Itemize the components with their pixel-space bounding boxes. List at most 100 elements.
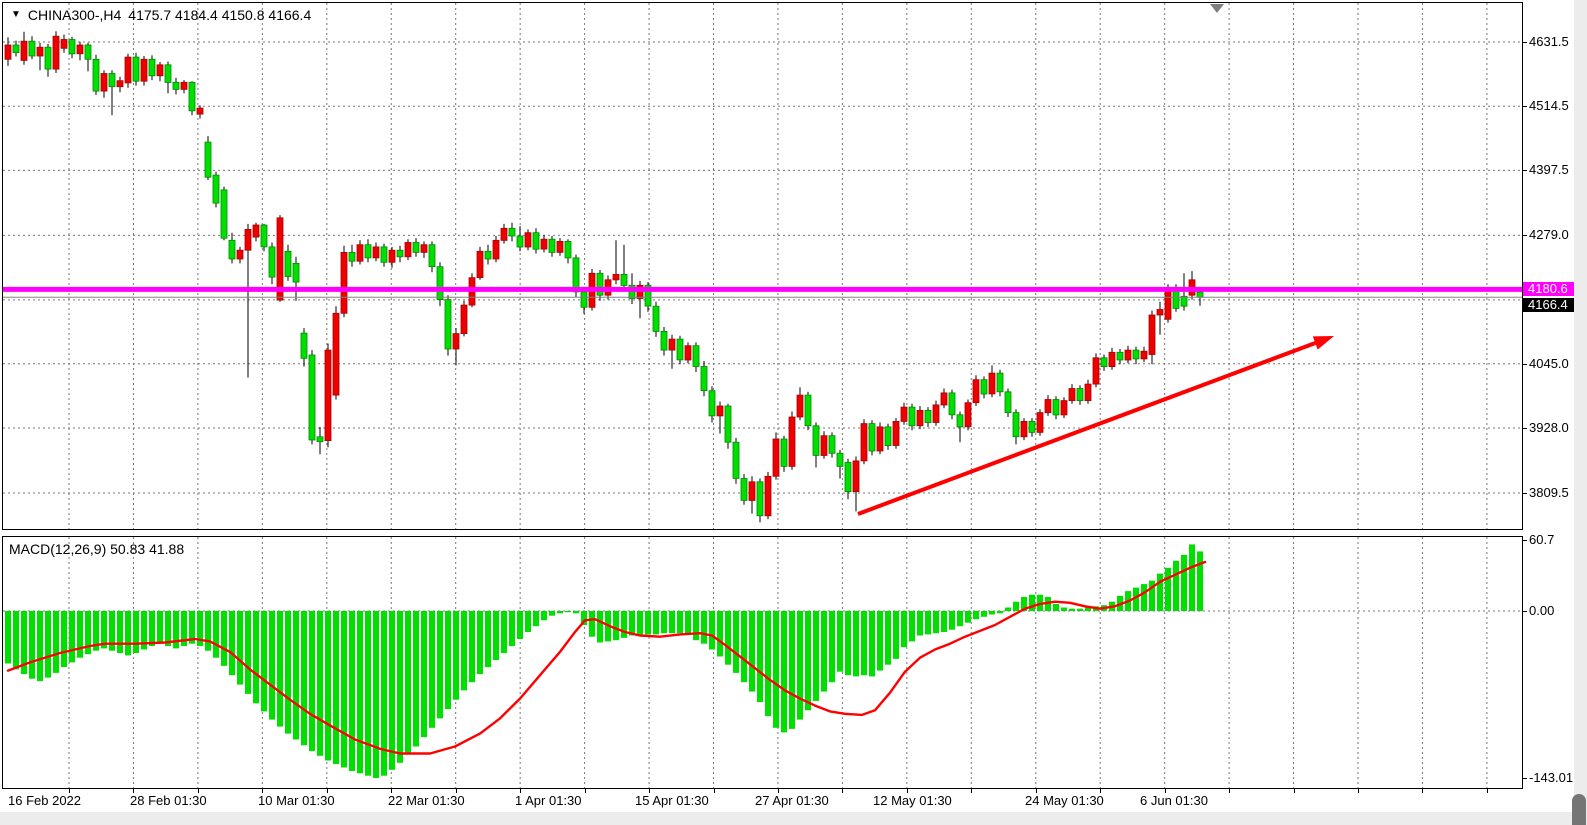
candle-bull — [932, 404, 940, 423]
macd-histogram-bar — [869, 611, 875, 677]
candle-bear — [1180, 295, 1188, 307]
time-tick-mark — [1358, 789, 1359, 793]
candle-bear — [732, 441, 740, 479]
macd-histogram-bar — [933, 611, 939, 634]
macd-histogram-bar — [173, 611, 179, 649]
bar-shift-marker-icon[interactable] — [1210, 4, 1224, 13]
macd-histogram-bar — [757, 611, 763, 703]
macd-histogram-bar — [261, 611, 267, 712]
candle-bear — [380, 246, 388, 263]
candle-bear — [508, 227, 516, 237]
candle-bull — [1156, 309, 1164, 316]
macd-histogram-bar — [165, 611, 171, 646]
macd-histogram-bar — [805, 611, 811, 711]
candle-bear — [308, 354, 316, 441]
axis-tick-mark — [1523, 42, 1527, 43]
macd-histogram-bar — [565, 611, 571, 613]
candle-bull — [4, 44, 12, 60]
macd-histogram-bar — [485, 611, 491, 668]
price-panel[interactable]: ▼ CHINA300-,H4 4175.7 4184.4 4150.8 4166… — [2, 2, 1523, 530]
macd-histogram-bar — [909, 611, 915, 642]
macd-histogram-bar — [477, 611, 483, 675]
macd-signal-line — [6, 560, 1207, 755]
macd-histogram-bar — [965, 611, 971, 623]
candle-bear — [780, 438, 788, 467]
candle-bear — [188, 81, 196, 112]
candle-bear — [260, 224, 268, 248]
macd-panel[interactable]: MACD(12,26,9) 50.83 41.88 — [2, 536, 1523, 789]
macd-histogram-bar — [509, 611, 515, 646]
candle-bear — [596, 272, 604, 296]
price-axis-label: 4631.5 — [1529, 34, 1569, 49]
macd-histogram-bar — [1165, 567, 1171, 611]
candle-bear — [644, 284, 652, 307]
candle-bear — [948, 392, 956, 416]
macd-histogram-bar — [77, 611, 83, 658]
time-tick-mark — [1036, 789, 1037, 793]
candle-bull — [540, 238, 548, 250]
macd-histogram-bar — [373, 611, 379, 778]
macd-histogram-bar — [941, 611, 947, 632]
price-axis-label: 3809.5 — [1529, 485, 1569, 500]
macd-histogram-bar — [1133, 587, 1139, 611]
candle-bull — [116, 80, 124, 88]
macd-axis-label: -143.01 — [1529, 770, 1574, 785]
macd-histogram-bar — [973, 611, 979, 620]
macd-histogram-bar — [229, 611, 235, 676]
candle-bull — [796, 394, 804, 418]
candle-bear — [756, 481, 764, 517]
candle-bear — [1196, 291, 1204, 298]
candle-bull — [1044, 399, 1052, 414]
axis-tick-mark — [1523, 170, 1527, 171]
candle-bear — [412, 242, 420, 253]
macd-histogram-bar — [677, 611, 683, 634]
macd-histogram-bar — [21, 611, 27, 675]
candle-bear — [828, 435, 836, 454]
macd-histogram-bar — [29, 611, 35, 679]
candle-bull — [340, 251, 348, 314]
macd-histogram-bar — [885, 611, 891, 665]
candle-bear — [484, 250, 492, 260]
candle-bear — [1052, 399, 1060, 416]
macd-histogram-bar — [317, 611, 323, 756]
candle-bear — [708, 390, 716, 417]
macd-histogram-bar — [597, 611, 603, 643]
macd-histogram-bar — [293, 611, 299, 740]
time-tick-mark — [391, 789, 392, 793]
candle-bear — [1132, 349, 1140, 360]
macd-histogram-bar — [461, 611, 467, 691]
time-tick-mark — [456, 789, 457, 793]
vertical-scrollbar-thumb[interactable] — [1572, 794, 1586, 825]
macd-chart-canvas[interactable] — [3, 537, 1522, 788]
candle-bear — [212, 174, 220, 204]
macd-histogram-bar — [429, 611, 435, 728]
macd-histogram-bar — [573, 611, 579, 614]
candle-bull — [140, 58, 148, 82]
macd-histogram-bar — [277, 611, 283, 727]
macd-histogram-bar — [517, 611, 523, 639]
trend-arrow-line[interactable] — [857, 341, 1317, 516]
candle-bear — [1028, 420, 1036, 433]
macd-histogram-bar — [421, 611, 427, 738]
macd-histogram-bar — [1173, 560, 1179, 611]
candle-bull — [20, 40, 28, 61]
candle-bull — [1020, 420, 1028, 438]
price-chart-canvas[interactable] — [3, 3, 1522, 529]
candle-bear — [676, 338, 684, 361]
axis-tick-mark — [1523, 106, 1527, 107]
candle-bear — [68, 39, 76, 55]
macd-histogram-bar — [85, 611, 91, 655]
candle-bull — [404, 242, 412, 258]
price-axis-label: 4279.0 — [1529, 227, 1569, 242]
candle-bull — [860, 423, 868, 462]
macd-histogram-bar — [1149, 580, 1155, 611]
axis-tick-mark — [1523, 235, 1527, 236]
candle-bull — [1124, 349, 1132, 361]
macd-histogram-bar — [437, 611, 443, 719]
axis-tick-mark — [1523, 611, 1527, 612]
candle-bull — [556, 240, 564, 253]
candle-bear — [724, 405, 732, 443]
candle-bull — [36, 46, 44, 57]
candle-bear — [164, 64, 172, 83]
macd-histogram-bar — [701, 611, 707, 644]
